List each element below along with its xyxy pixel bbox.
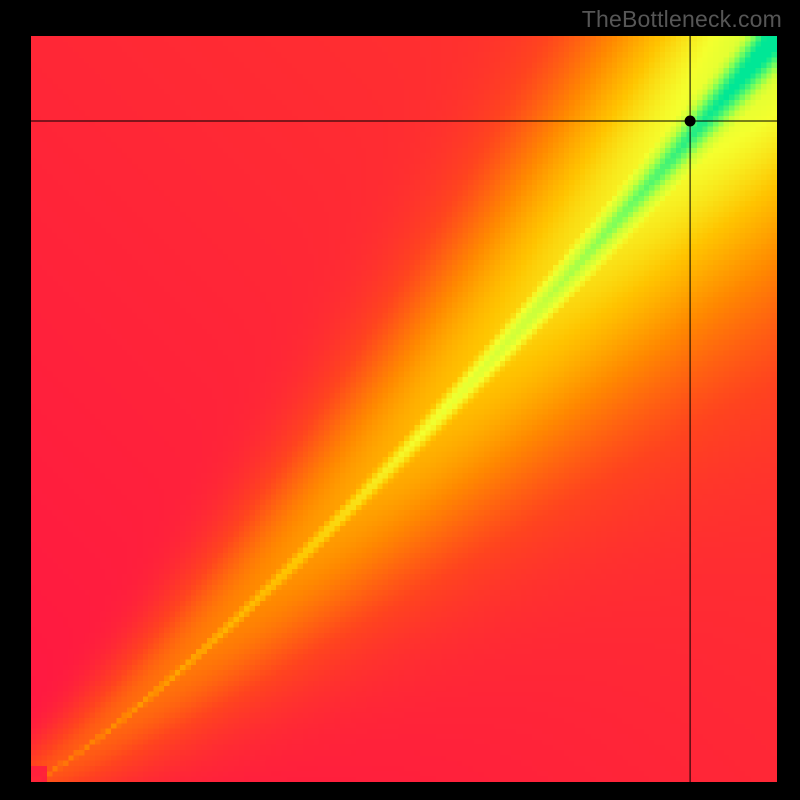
watermark-text: TheBottleneck.com	[582, 6, 782, 33]
crosshair-overlay	[31, 36, 777, 782]
bottleneck-heatmap	[31, 36, 777, 782]
crosshair-marker	[685, 116, 696, 127]
